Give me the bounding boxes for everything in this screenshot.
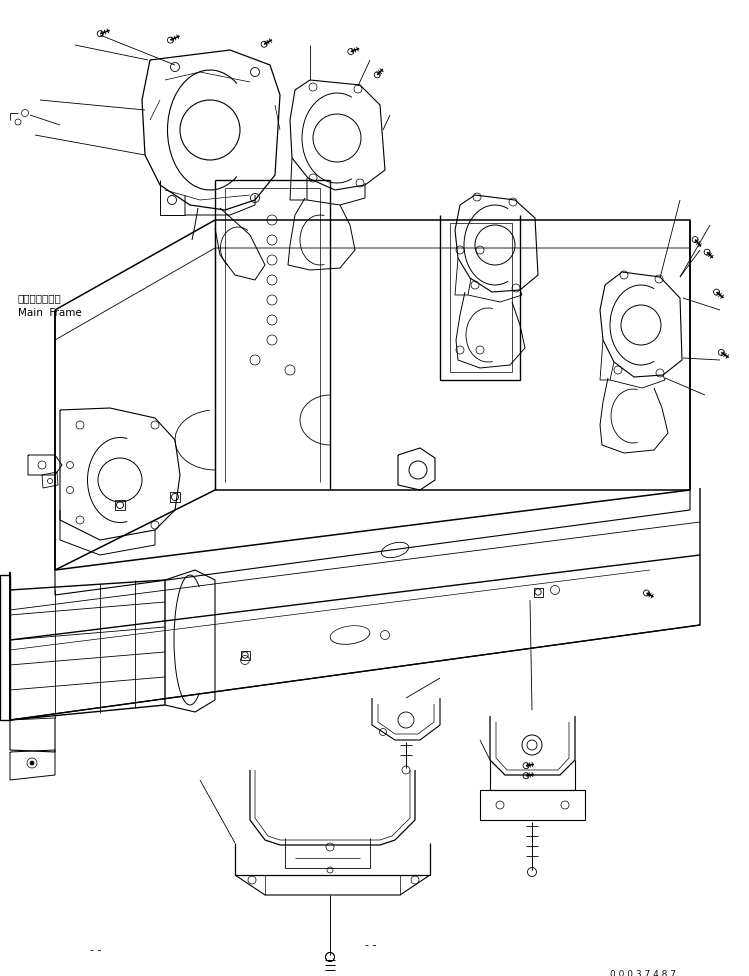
Text: 0 0 0 3 7 4 8 7: 0 0 0 3 7 4 8 7 <box>610 970 676 976</box>
Text: - -: - - <box>90 945 102 955</box>
Circle shape <box>30 761 34 765</box>
Text: Main  Frame: Main Frame <box>18 308 82 318</box>
Text: - -: - - <box>365 940 377 950</box>
Text: メインフレーム: メインフレーム <box>18 293 61 303</box>
